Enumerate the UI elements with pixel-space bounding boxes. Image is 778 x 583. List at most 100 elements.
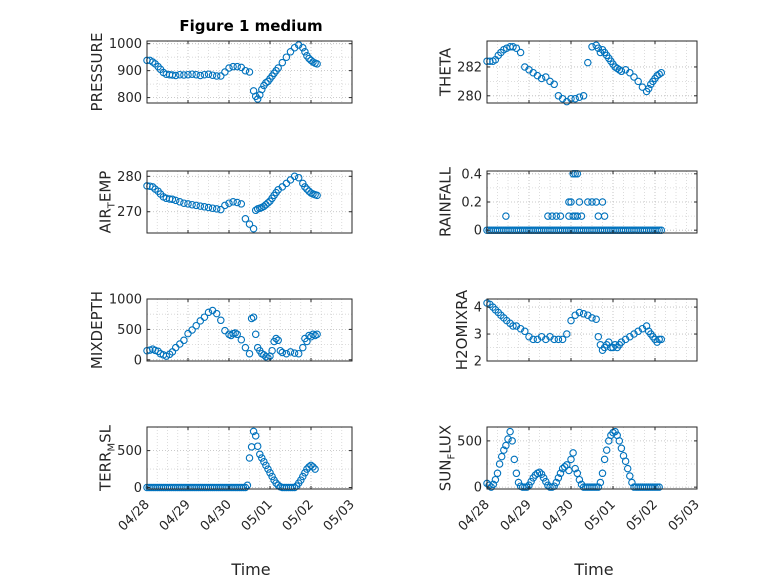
y-axis-label-subscript: M <box>106 443 117 452</box>
data-point <box>217 205 225 214</box>
y-axis-label: AIRTEMP <box>96 171 117 234</box>
data-point <box>657 68 666 77</box>
data-point <box>168 71 177 79</box>
data-point <box>516 48 525 57</box>
data-point <box>307 332 315 341</box>
data-point <box>560 463 569 471</box>
data-point <box>245 349 254 358</box>
data-point <box>245 454 254 462</box>
data-point <box>590 483 598 491</box>
data-point <box>521 327 529 336</box>
data-point <box>558 335 567 344</box>
data-point <box>247 314 256 323</box>
data-point <box>657 335 666 344</box>
data-point <box>504 435 512 443</box>
data-point <box>489 480 498 489</box>
data-point <box>628 478 636 487</box>
y-axis-label-tail: EMP <box>96 171 114 202</box>
data-point <box>229 198 237 206</box>
data-point <box>309 463 317 471</box>
data-point <box>575 475 584 484</box>
data-point <box>260 457 268 466</box>
data-point <box>546 483 554 491</box>
data-point <box>653 483 661 491</box>
data-point <box>192 321 200 330</box>
data-point <box>567 316 575 325</box>
data-point <box>272 479 280 487</box>
y-tick-label: 1000 <box>109 293 142 308</box>
data-point <box>584 58 592 67</box>
data-point <box>542 73 550 81</box>
data-point <box>299 472 307 481</box>
data-point <box>521 483 529 491</box>
data-point <box>268 346 276 355</box>
data-point <box>485 481 493 490</box>
data-point <box>544 212 552 220</box>
data-point <box>579 310 588 318</box>
data-point <box>512 44 521 52</box>
data-point <box>272 334 280 343</box>
data-point <box>225 64 233 72</box>
y-tick-label: 0 <box>134 481 142 496</box>
data-point <box>262 461 270 470</box>
y-axis-label: TERRMSL <box>96 424 117 492</box>
data-point <box>241 483 250 492</box>
data-point <box>535 468 544 477</box>
data-point <box>221 326 229 335</box>
data-point <box>623 464 632 473</box>
data-point <box>253 442 262 450</box>
figure-title: Figure 1 medium <box>179 17 322 35</box>
data-point <box>571 464 579 473</box>
y-tick-label: 270 <box>117 205 142 220</box>
data-point <box>148 183 157 191</box>
markers-sun_flux <box>483 427 663 491</box>
data-point <box>241 215 250 223</box>
y-axis-label: MIXDEPTH <box>88 291 106 369</box>
data-point <box>290 172 299 181</box>
data-point <box>188 326 196 334</box>
data-point <box>615 437 624 445</box>
data-point <box>184 200 192 208</box>
data-point <box>588 198 596 206</box>
data-point <box>212 309 221 318</box>
data-point <box>282 349 291 358</box>
data-point <box>313 60 321 68</box>
data-point <box>245 220 254 228</box>
data-point <box>523 483 531 491</box>
y-axis-label: SUNFLUX <box>436 425 457 491</box>
data-point <box>634 77 642 86</box>
data-point <box>297 476 305 484</box>
data-point <box>282 53 291 61</box>
data-point <box>567 198 575 206</box>
data-point <box>225 199 233 207</box>
data-point <box>495 460 504 468</box>
data-point <box>598 469 607 478</box>
data-point <box>276 346 285 355</box>
data-point <box>217 316 225 325</box>
data-point <box>493 469 502 478</box>
data-point <box>278 348 287 357</box>
data-point <box>500 446 508 454</box>
axes-box <box>146 40 353 104</box>
data-point <box>264 465 272 473</box>
data-point <box>621 457 630 465</box>
data-point <box>251 330 260 339</box>
data-point <box>171 196 180 205</box>
data-point <box>573 212 582 220</box>
data-point <box>278 58 287 67</box>
data-point <box>506 427 514 436</box>
data-point <box>231 329 239 337</box>
data-point <box>584 198 592 206</box>
y-tick-label: 500 <box>457 434 482 449</box>
data-point <box>204 70 213 78</box>
y-tick-label: 282 <box>457 60 482 75</box>
data-point <box>268 472 276 481</box>
data-point <box>204 203 213 212</box>
y-tick-label: 0 <box>134 353 142 368</box>
data-point <box>258 85 266 94</box>
data-point <box>294 173 303 182</box>
data-point <box>592 483 600 491</box>
